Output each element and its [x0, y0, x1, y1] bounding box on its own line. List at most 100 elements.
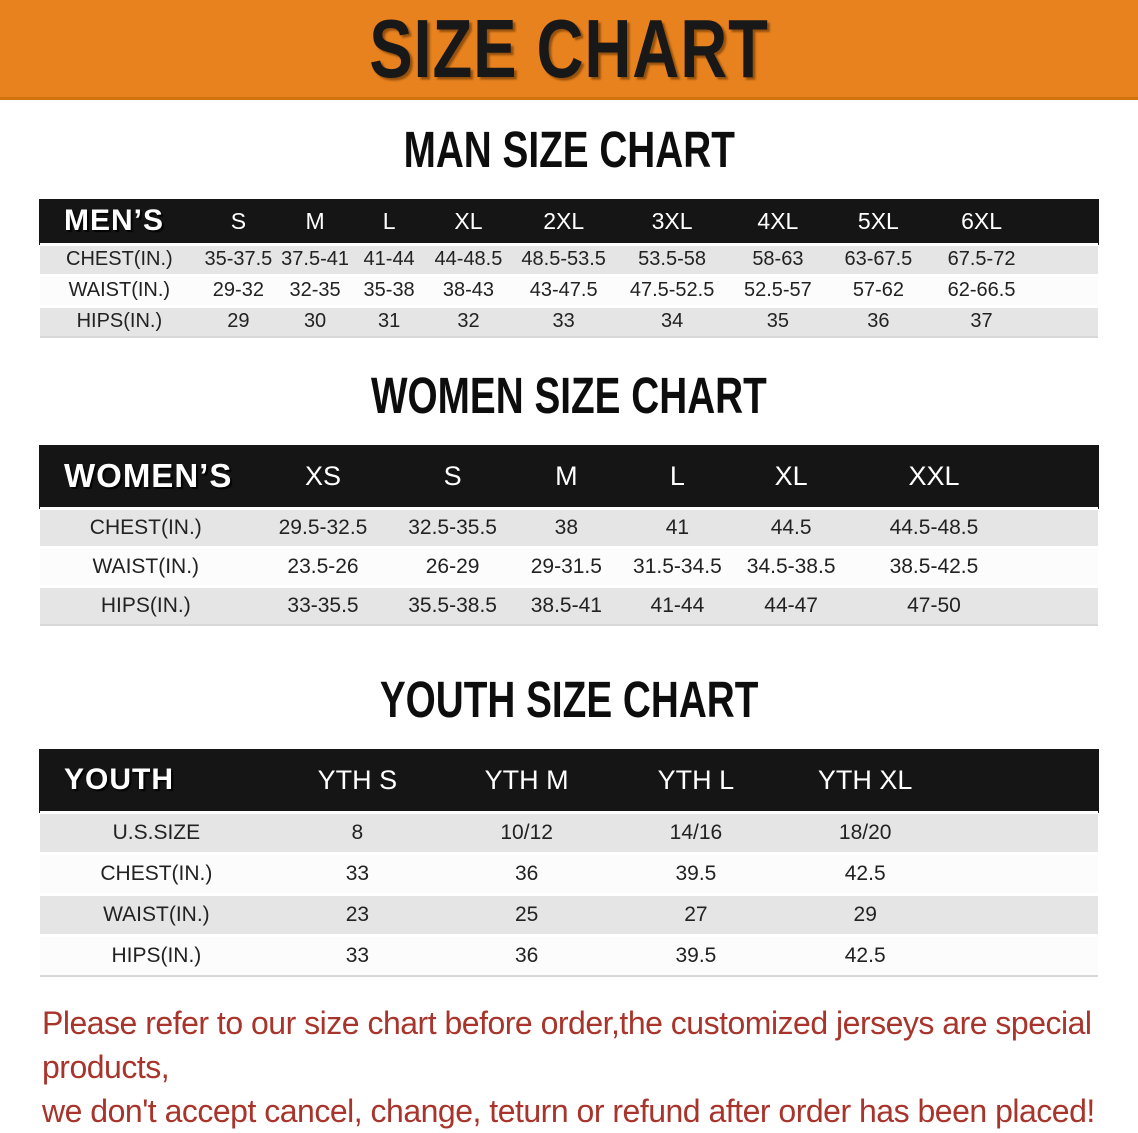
- men-section-heading-text: MAN SIZE CHART: [403, 122, 735, 179]
- size-value-cell: 42.5: [844, 861, 886, 885]
- row-label: CHEST(IN.): [66, 248, 173, 270]
- size-value-cell: 23.5-26: [287, 554, 359, 578]
- disclaimer-line-1: Please refer to our size chart before or…: [42, 1005, 1092, 1085]
- filler-cell: [950, 935, 1098, 976]
- size-value-cell: 27: [684, 902, 708, 926]
- size-value-cell: 36: [514, 943, 539, 967]
- size-value-cell: 58-63: [752, 248, 804, 270]
- size-column-header: YTH L: [657, 764, 735, 795]
- size-value-cell: 42.5: [844, 943, 886, 967]
- size-value-cell: 30: [303, 310, 327, 333]
- size-column-header: 2XL: [543, 207, 585, 234]
- size-value-cell: 41: [665, 515, 690, 539]
- size-value-cell: 38.5-41: [530, 593, 602, 617]
- size-value-cell: 47-50: [907, 593, 961, 617]
- women-table-header-row: WOMEN’S XS S M L XL XXL: [40, 446, 1098, 508]
- filler-cell: [1019, 508, 1098, 547]
- size-column-header: 6XL: [961, 207, 1002, 234]
- size-value-cell: 57-62: [852, 279, 904, 301]
- row-label: HIPS(IN.): [111, 943, 202, 967]
- size-value-cell: 34.5-38.5: [746, 554, 836, 578]
- size-value-cell: 36: [867, 310, 890, 333]
- size-value-cell: 33: [345, 943, 370, 967]
- women-chest-row: CHEST(IN.) 29.5-32.5 32.5-35.5 38 41 44.5 44.…: [40, 508, 1098, 547]
- size-value-cell: 37.5-41: [281, 248, 349, 270]
- women-section-heading: WOMEN SIZE CHART: [0, 368, 1138, 424]
- size-value-cell: 38.5-42.5: [889, 554, 979, 578]
- size-value-cell: 33: [345, 861, 370, 885]
- size-value-cell: 33: [552, 310, 575, 333]
- men-waist-row: WAIST(IN.) 29-32 32-35 35-38 38-43 43-47.5 47…: [40, 275, 1098, 306]
- size-column-header: YTH XL: [817, 764, 913, 795]
- size-value-cell: 23: [345, 902, 370, 926]
- size-value-cell: 41-44: [363, 248, 415, 270]
- row-label: U.S.SIZE: [112, 820, 201, 844]
- youth-section-heading: YOUTH SIZE CHART: [0, 672, 1138, 728]
- size-value-cell: 32.5-35.5: [408, 515, 497, 539]
- size-value-cell: 14/16: [669, 820, 723, 844]
- size-value-cell: 62-66.5: [947, 279, 1016, 301]
- size-column-header: 3XL: [651, 207, 693, 234]
- size-value-cell: 33-35.5: [287, 593, 359, 617]
- size-value-cell: 43-47.5: [529, 279, 598, 301]
- men-table-header-row: MEN’S S M L XL 2XL 3XL 4XL 5XL 6XL: [40, 200, 1098, 244]
- youth-size-table: YOUTH YTH S YTH M YTH L YTH XL U.S.SIZE 8 10…: [40, 750, 1098, 977]
- women-size-table: WOMEN’S XS S M L XL XXL CHEST(IN.) 29.5-32.5 3…: [40, 446, 1098, 626]
- size-column-header: S: [230, 207, 247, 234]
- filler-cell: [1034, 275, 1098, 306]
- size-column-header: XL: [454, 207, 483, 234]
- size-value-cell: 34: [660, 310, 684, 333]
- filler-cell: [950, 750, 1098, 812]
- row-label: CHEST(IN.): [100, 861, 213, 885]
- youth-table-header-row: YOUTH YTH S YTH M YTH L YTH XL: [40, 750, 1098, 812]
- size-value-cell: 29-31.5: [530, 554, 602, 578]
- size-value-cell: 29-32: [212, 279, 264, 301]
- size-column-header: S: [443, 460, 462, 491]
- size-value-cell: 29: [853, 902, 877, 926]
- size-value-cell: 39.5: [675, 943, 717, 967]
- filler-cell: [950, 812, 1098, 853]
- size-column-header: 4XL: [757, 207, 799, 234]
- size-value-cell: 31.5-34.5: [633, 554, 722, 578]
- size-value-cell: 35: [766, 310, 790, 333]
- size-value-cell: 44.5: [770, 515, 812, 539]
- size-value-cell: 25: [514, 902, 539, 926]
- men-chest-row: CHEST(IN.) 35-37.5 37.5-41 41-44 44-48.5 48.…: [40, 244, 1098, 275]
- row-label: WAIST(IN.): [92, 554, 200, 578]
- men-section-heading: MAN SIZE CHART: [0, 122, 1138, 178]
- size-column-header: M: [305, 207, 325, 234]
- size-column-header: YTH S: [317, 764, 398, 795]
- size-value-cell: 18/20: [838, 820, 892, 844]
- filler-cell: [1034, 306, 1098, 337]
- women-hips-row: HIPS(IN.) 33-35.5 35.5-38.5 38.5-41 41-44 44…: [40, 586, 1098, 625]
- size-chart-banner: SIZE CHART: [0, 0, 1138, 100]
- size-value-cell: 38: [554, 515, 579, 539]
- size-value-cell: 39.5: [675, 861, 717, 885]
- size-value-cell: 37: [970, 310, 993, 333]
- men-hips-row: HIPS(IN.) 29 30 31 32 33 34 35 36 37: [40, 306, 1098, 337]
- men-size-table: MEN’S S M L XL 2XL 3XL 4XL 5XL 6XL CHEST(IN.) 35…: [40, 200, 1098, 338]
- size-value-cell: 32-35: [289, 279, 341, 301]
- size-value-cell: 35.5-38.5: [408, 593, 497, 617]
- size-value-cell: 10/12: [500, 820, 553, 844]
- filler-cell: [950, 853, 1098, 894]
- size-value-cell: 32: [457, 310, 480, 333]
- size-value-cell: 47.5-52.5: [629, 279, 715, 301]
- size-value-cell: 35-38: [363, 279, 415, 301]
- youth-ussize-row: U.S.SIZE 8 10/12 14/16 18/20: [40, 812, 1098, 853]
- filler-cell: [1034, 200, 1098, 244]
- size-value-cell: 48.5-53.5: [521, 248, 606, 270]
- size-column-header: XXL: [908, 460, 960, 491]
- size-column-header: XL: [774, 460, 808, 491]
- size-value-cell: 44-48.5: [434, 248, 503, 270]
- size-column-header: L: [669, 460, 685, 491]
- size-value-cell: 63-67.5: [844, 248, 913, 270]
- size-value-cell: 8: [351, 820, 364, 844]
- women-table-corner-label: WOMEN’S: [64, 457, 233, 495]
- size-column-header: 5XL: [857, 207, 899, 234]
- size-column-header: M: [555, 460, 578, 491]
- size-value-cell: 44.5-48.5: [889, 515, 979, 539]
- filler-cell: [1019, 547, 1098, 586]
- size-value-cell: 41-44: [650, 593, 705, 617]
- men-table-corner-label: MEN’S: [64, 204, 165, 238]
